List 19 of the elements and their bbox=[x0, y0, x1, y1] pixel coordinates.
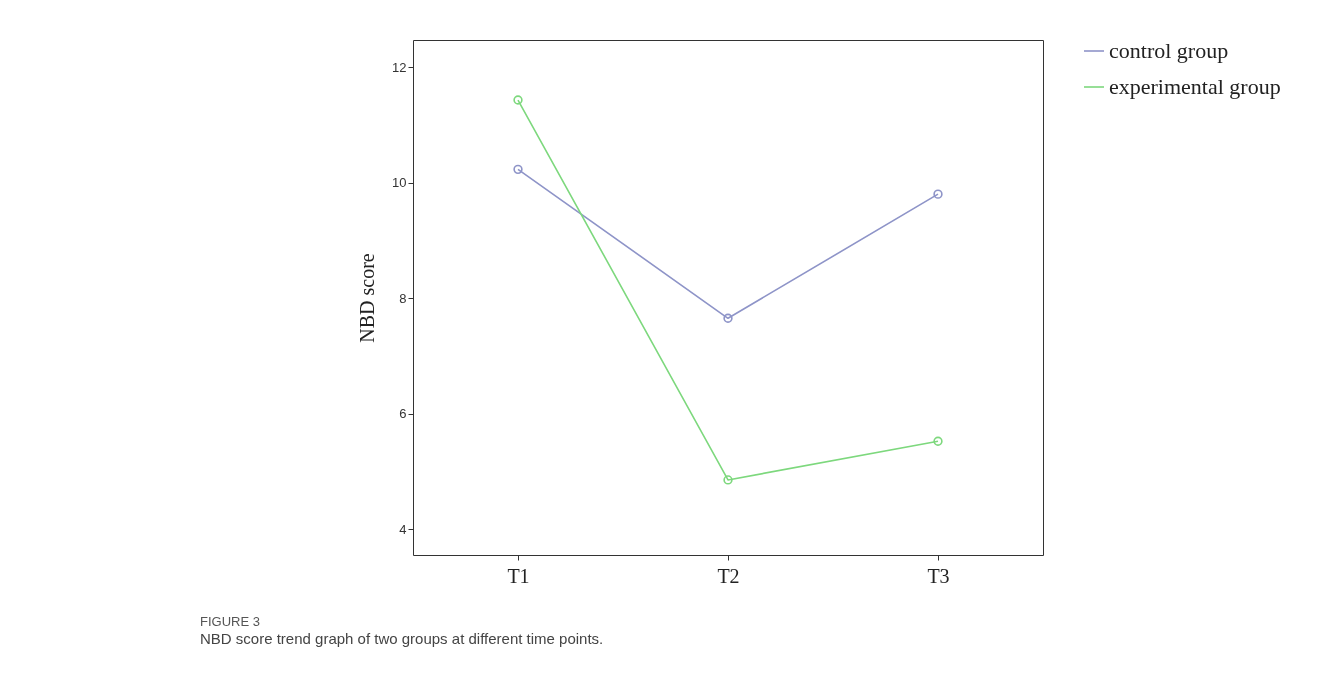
legend-label: control group bbox=[1109, 38, 1229, 63]
point bbox=[933, 189, 943, 199]
y-tick-label: 6 bbox=[399, 406, 407, 422]
x-tick-label: T3 bbox=[927, 564, 950, 587]
legend-label: experimental group bbox=[1109, 74, 1281, 99]
x-tick-label: T1 bbox=[507, 564, 530, 587]
y-axis-title: NBD score bbox=[356, 253, 379, 343]
point bbox=[933, 436, 943, 446]
x-tick-label: T2 bbox=[717, 564, 740, 587]
point bbox=[723, 475, 733, 485]
y-tick-label: 12 bbox=[392, 59, 407, 75]
y-tick-label: 10 bbox=[392, 175, 407, 191]
point bbox=[513, 95, 523, 105]
y-tick-label: 4 bbox=[399, 521, 407, 537]
y-tick-label: 8 bbox=[399, 290, 407, 306]
point bbox=[513, 164, 523, 174]
point bbox=[723, 313, 733, 323]
text: NBD score trend graph of two groups at different time points. bbox=[200, 630, 604, 647]
text: FIGURE 3 bbox=[200, 614, 260, 629]
